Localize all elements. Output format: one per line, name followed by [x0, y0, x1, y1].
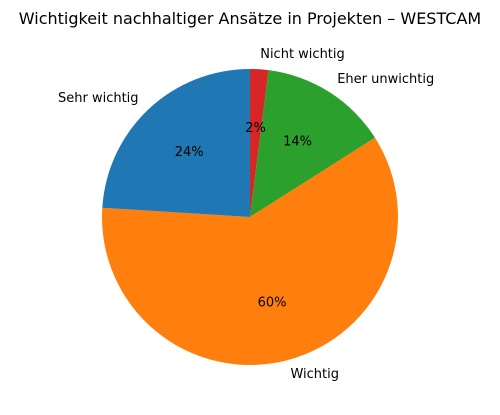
slice-percent-sehr-wichtig: 24% — [175, 145, 204, 160]
pie-slice-nicht-wichtig — [250, 69, 269, 217]
slice-percent-nicht-wichtig: 2% — [245, 121, 266, 136]
pie-slices — [101, 69, 399, 365]
slice-percent-wichtig: 60% — [258, 296, 287, 311]
slice-label-wichtig: Wichtig — [290, 367, 339, 382]
slice-label-sehr-wichtig: Sehr wichtig — [58, 91, 139, 106]
pie-slice-eher-unwichtig — [250, 70, 375, 217]
pie-slice-sehr-wichtig — [102, 69, 250, 217]
slice-percent-eher-unwichtig: 14% — [283, 135, 312, 150]
pie-slice-wichtig — [101, 137, 399, 365]
pie-labels: Nicht wichtig 2% Eher unwichtig 14% Wichtig 6… — [58, 47, 434, 382]
slice-label-eher-unwichtig: Eher unwichtig — [337, 72, 434, 87]
slice-label-nicht-wichtig: Nicht wichtig — [260, 47, 345, 62]
chart-title: Wichtigkeit nachhaltiger Ansätze in Proj… — [19, 9, 481, 28]
